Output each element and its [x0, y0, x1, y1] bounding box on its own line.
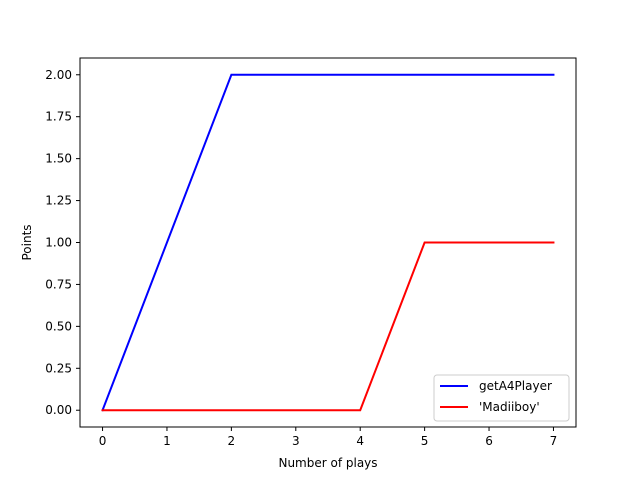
y-tick-label: 1.25 — [45, 194, 72, 208]
x-axis: 0 1 2 3 4 5 6 7 — [99, 427, 558, 448]
y-tick-label: 1.00 — [45, 236, 72, 250]
legend-label-2: 'Madiiboy' — [479, 400, 540, 414]
x-tick-label: 5 — [421, 434, 429, 448]
y-tick-label: 0.00 — [45, 403, 72, 417]
legend: getA4Player 'Madiiboy' — [433, 374, 570, 422]
x-axis-label: Number of plays — [278, 456, 377, 470]
x-tick-label: 2 — [228, 434, 236, 448]
y-tick-label: 2.00 — [45, 68, 72, 82]
series-line-2 — [101, 241, 555, 412]
x-tick-label: 4 — [356, 434, 364, 448]
series-line-1 — [101, 73, 555, 412]
y-tick-label: 1.75 — [45, 110, 72, 124]
x-tick-label: 1 — [163, 434, 171, 448]
y-tick-label: 1.50 — [45, 152, 72, 166]
y-tick-label: 0.25 — [45, 361, 72, 375]
x-tick-label: 3 — [292, 434, 300, 448]
y-tick-label: 0.75 — [45, 277, 72, 291]
series-layer — [101, 73, 555, 412]
x-tick-label: 7 — [550, 434, 558, 448]
y-axis-label: Points — [20, 224, 34, 260]
y-axis: 0.00 0.25 0.50 0.75 1.00 1.25 1.50 1.75 2.00 — [45, 68, 80, 417]
x-tick-label: 0 — [99, 434, 107, 448]
y-tick-label: 0.50 — [45, 319, 72, 333]
x-tick-label: 6 — [485, 434, 493, 448]
legend-label-1: getA4Player — [479, 379, 552, 393]
